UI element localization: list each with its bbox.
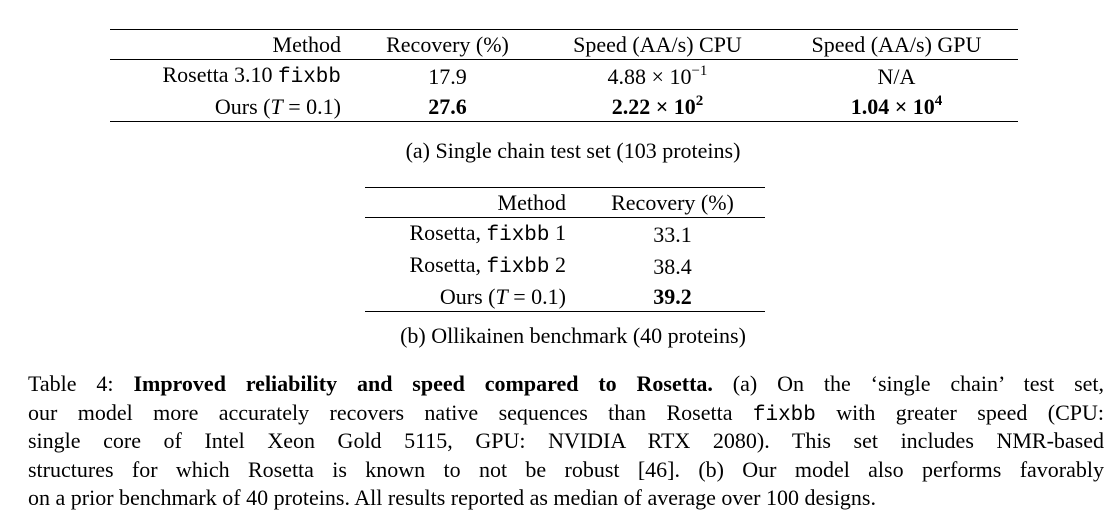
code: fixbb (752, 403, 816, 427)
row: Rosetta, fixbb 2 38.4 (365, 250, 765, 282)
caption-line: single core of Intel Xeon Gold 5115, GPU… (28, 428, 1104, 453)
exponent: −1 (691, 62, 708, 79)
cell: Ours (T = 0.1) (365, 282, 580, 312)
cell: 27.6 (428, 94, 467, 119)
cell: Rosetta, fixbb 2 (365, 250, 580, 282)
header-cell: Recovery (%) (386, 32, 509, 57)
caption-b: (b) Ollikainen benchmark (40 proteins) (400, 323, 746, 348)
header-cell: Speed (AA/s) CPU (573, 32, 742, 57)
text: = 0.1) (507, 284, 566, 309)
row: Ours (T = 0.1) 27.6 2.22 × 102 1.04 × 10… (110, 92, 1018, 122)
text: Rosetta 3.10 (162, 62, 278, 87)
header-row: Method Recovery (%) Speed (AA/s) CPU Spe… (110, 29, 1018, 60)
caption-a: (a) Single chain test set (103 proteins) (405, 138, 741, 163)
code: fixbb (486, 224, 550, 247)
code: fixbb (486, 256, 550, 279)
caption-line: Table 4: Improved reliability and speed … (28, 370, 1104, 399)
text: Rosetta, (409, 220, 487, 245)
cell: 33.1 (653, 221, 692, 247)
header-row: Method Recovery (%) (365, 187, 765, 218)
table-a: Method Recovery (%) Speed (AA/s) CPU Spe… (110, 29, 1018, 122)
text: = 0.1) (282, 94, 341, 119)
row: Rosetta 3.10 fixbb 17.9 4.88 × 10−1 N/A (110, 60, 1018, 93)
exponent: 2 (695, 93, 704, 109)
text: with greater speed (CPU: (815, 399, 1104, 425)
row: Ours (T = 0.1) 39.2 (365, 282, 765, 312)
symbol: T (270, 94, 283, 119)
caption-line: structures for which Rosetta is known to… (28, 456, 1104, 482)
text: our model more accurately recovers nativ… (28, 399, 753, 425)
exponent: 4 (934, 93, 943, 109)
caption-line: on a prior benchmark of 40 proteins. All… (28, 485, 876, 510)
text: 1.04 × 10 (850, 94, 935, 119)
row: Rosetta, fixbb 1 33.1 (365, 218, 765, 251)
header-cell: Recovery (%) (611, 190, 734, 215)
code: fixbb (277, 66, 341, 89)
text: Table 4: (28, 371, 134, 396)
cell: 2.22 × 102 (540, 92, 775, 122)
table-b: Method Recovery (%) Rosetta, fixbb 1 33.… (365, 187, 765, 312)
cell: 17.9 (428, 63, 467, 89)
cell: 39.2 (653, 284, 692, 309)
text: 4.88 × 10 (607, 63, 692, 89)
text: 1 (549, 220, 566, 245)
cell: Rosetta, fixbb 1 (365, 218, 580, 251)
caption-line: our model more accurately recovers nativ… (28, 399, 1104, 428)
symbol: T (495, 284, 508, 309)
text: 2 (549, 252, 566, 277)
text: (a) On the ‘single chain’ test set, (712, 371, 1105, 396)
cell: 38.4 (653, 253, 692, 279)
cell: 4.88 × 10−1 (540, 60, 775, 93)
text: Ours ( (214, 94, 271, 119)
cell: N/A (877, 63, 916, 89)
text: Rosetta, (409, 252, 487, 277)
header-cell: Speed (AA/s) GPU (811, 32, 982, 57)
header-cell: Method (497, 190, 566, 215)
table-caption: Table 4: Improved reliability and speed … (28, 370, 1104, 513)
cell: 1.04 × 104 (775, 92, 1018, 122)
text: 2.22 × 10 (611, 94, 696, 119)
bold-text: Improved reliability and speed compared … (133, 371, 713, 396)
cell: Rosetta 3.10 fixbb (110, 60, 355, 93)
text: Ours ( (439, 284, 496, 309)
header-cell: Method (272, 32, 341, 57)
cell: Ours (T = 0.1) (110, 92, 355, 122)
